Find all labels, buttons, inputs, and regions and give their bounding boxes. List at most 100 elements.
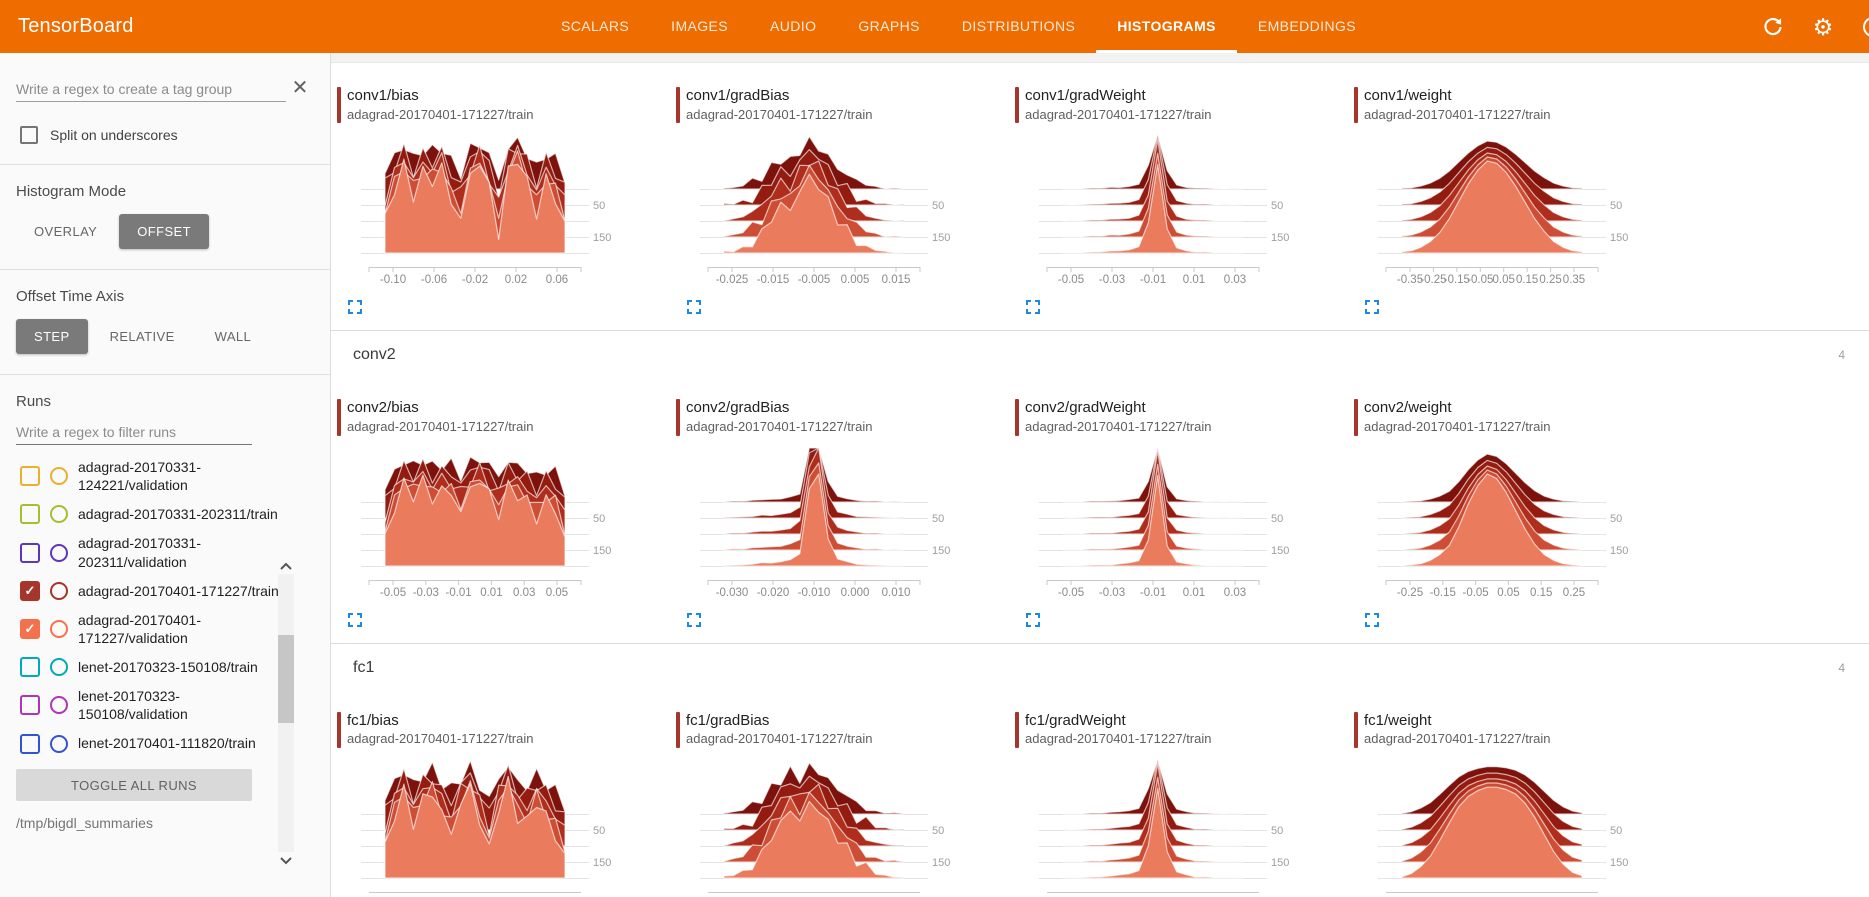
run-checkbox-checked-icon[interactable]: ✓ [20, 580, 40, 601]
run-item[interactable]: adagrad-20170331-202311/train [20, 499, 330, 529]
card-tag-name: conv2/gradBias [686, 399, 790, 417]
option-step[interactable]: STEP [16, 319, 88, 354]
expand-chart-icon[interactable] [1025, 299, 1043, 317]
x-axis-tick-label: -0.03 [413, 587, 439, 599]
histogram-card-fc1-weight: fc1/weight adagrad-20170401-171227/train 5… [1354, 711, 1693, 897]
tab-distributions[interactable]: DISTRIBUTIONS [961, 18, 1076, 34]
step-axis-label: 50 [932, 513, 944, 525]
card-tag-name: conv2/gradWeight [1025, 399, 1146, 417]
card-run-name: adagrad-20170401-171227/train [1364, 419, 1551, 435]
expand-chart-icon[interactable] [686, 299, 704, 317]
section-header[interactable]: conv2 4 [331, 330, 1869, 375]
run-checkbox-icon[interactable] [20, 466, 40, 487]
help-icon[interactable]: ? [1861, 15, 1869, 39]
run-item[interactable]: lenet-20170323-150108/train [20, 652, 330, 682]
histogram-mode-buttons: OVERLAY OFFSET [0, 204, 330, 265]
run-color-circle-icon[interactable] [50, 658, 68, 677]
run-color-circle-icon[interactable] [50, 619, 68, 638]
run-item[interactable]: ✓ adagrad-20170401-171227/train [20, 576, 330, 606]
step-axis-label: 50 [593, 513, 605, 525]
run-label: adagrad-20170401-171227/validation [78, 611, 201, 646]
cards-row: conv1/bias adagrad-20170401-171227/train 5… [331, 63, 1869, 330]
histogram-ridgeline-chart[interactable]: 50 150 -0.10 -0.06 -0.02 0.02 0.06 [337, 129, 637, 295]
card-tag-name: fc1/gradBias [686, 711, 770, 729]
histogram-ridgeline-chart[interactable]: 50 150 [1015, 754, 1315, 897]
x-axis-tick-label: -0.02 [462, 274, 488, 286]
option-overlay[interactable]: OVERLAY [16, 214, 115, 249]
tag-group-regex-input[interactable] [16, 77, 286, 102]
scrollbar-track[interactable] [278, 574, 294, 852]
run-checkbox-icon[interactable] [20, 504, 40, 525]
histogram-ridgeline-chart[interactable]: 50 150 -0.025 -0.015 -0.005 0.005 0.015 [676, 129, 976, 295]
card-run-name: adagrad-20170401-171227/train [1025, 731, 1212, 747]
scroll-down-icon[interactable] [276, 852, 296, 868]
settings-gear-icon[interactable]: ⚙ [1812, 13, 1834, 40]
tab-embeddings[interactable]: EMBEDDINGS [1257, 18, 1356, 34]
run-color-circle-icon[interactable] [50, 467, 68, 486]
tab-graphs[interactable]: GRAPHS [858, 18, 920, 34]
run-checkbox-icon[interactable] [20, 542, 40, 563]
x-axis-tick-label: -0.35 [1397, 274, 1423, 286]
card-header: fc1/gradBias adagrad-20170401-171227/trai… [676, 711, 1015, 748]
x-axis-tick-label: -0.025 [716, 274, 749, 286]
run-item[interactable]: lenet-20170323-150108/validation [20, 682, 330, 728]
histogram-ridgeline-chart[interactable]: 50 150 -0.25 -0.15 -0.05 0.05 0.15 0.25 [1354, 442, 1654, 608]
close-icon[interactable]: ✕ [291, 77, 309, 99]
sidebar: ✕ Split on underscores Histogram Mode OV… [0, 53, 331, 897]
x-axis-tick-label: -0.010 [798, 587, 831, 599]
split-on-underscores-toggle[interactable]: Split on underscores [0, 108, 330, 160]
histogram-ridgeline-chart[interactable]: 50 150 -0.05 -0.03 -0.01 0.01 0.03 [1015, 129, 1315, 295]
scroll-up-icon[interactable] [276, 558, 296, 574]
x-axis-tick-label: 0.02 [505, 274, 527, 286]
runs-regex-input[interactable] [16, 420, 252, 445]
histogram-ridgeline-chart[interactable]: 50 150 -0.05 -0.03 -0.01 0.01 0.03 0.05 [337, 442, 637, 608]
tab-histograms[interactable]: HISTOGRAMS [1096, 0, 1237, 53]
run-item[interactable]: adagrad-20170331-124221/validation [20, 453, 330, 499]
run-checkbox-icon[interactable] [20, 657, 40, 678]
run-color-circle-icon[interactable] [50, 734, 68, 753]
run-color-circle-icon[interactable] [50, 696, 68, 715]
run-checkbox-icon[interactable] [20, 733, 40, 754]
tab-scalars[interactable]: SCALARS [561, 18, 630, 34]
histogram-ridgeline-chart[interactable]: 50 150 [1354, 754, 1654, 897]
cards-row: fc1/bias adagrad-20170401-171227/train 50 1… [331, 688, 1869, 897]
histogram-ridgeline-chart[interactable]: 50 150 [676, 754, 976, 897]
expand-chart-icon[interactable] [1364, 299, 1382, 317]
histogram-ridgeline-chart[interactable]: 50 150 -0.030 -0.020 -0.010 0.000 0.010 [676, 442, 976, 608]
run-label: adagrad-20170401-171227/train [78, 582, 279, 599]
refresh-icon[interactable] [1761, 15, 1785, 39]
histogram-ridgeline-chart[interactable]: 50 150 -0.35-0.25-0.15-0.05 0.05 0.15 0.25 0.3… [1354, 129, 1654, 295]
run-color-circle-icon[interactable] [50, 543, 68, 562]
card-header: fc1/gradWeight adagrad-20170401-171227/tr… [1015, 711, 1354, 748]
histogram-ridgeline-chart[interactable]: 50 150 [337, 754, 637, 897]
run-item[interactable]: adagrad-20170331-202311/validation [20, 529, 330, 575]
option-wall[interactable]: WALL [197, 319, 270, 354]
run-checkbox-checked-icon[interactable]: ✓ [20, 618, 40, 639]
run-color-circle-icon[interactable] [50, 581, 68, 600]
expand-chart-icon[interactable] [347, 612, 365, 630]
run-item[interactable]: lenet-20170401-111820/train [20, 729, 330, 759]
divider [0, 374, 330, 375]
scrollbar-thumb[interactable] [278, 635, 294, 724]
histogram-card-conv2-bias: conv2/bias adagrad-20170401-171227/train 5… [337, 399, 676, 632]
tab-audio[interactable]: AUDIO [770, 18, 817, 34]
expand-chart-icon[interactable] [347, 299, 365, 317]
histogram-ridgeline-chart[interactable]: 50 150 -0.05 -0.03 -0.01 0.01 0.03 [1015, 442, 1315, 608]
run-checkbox-icon[interactable] [20, 695, 40, 716]
run-item[interactable]: ✓ adagrad-20170401-171227/validation [20, 606, 330, 652]
option-relative[interactable]: RELATIVE [92, 319, 193, 354]
expand-chart-icon[interactable] [686, 612, 704, 630]
x-axis-tick-label: -0.05 [1058, 587, 1084, 599]
option-offset[interactable]: OFFSET [119, 214, 209, 249]
x-axis-tick-label: 0.35 [1563, 274, 1585, 286]
expand-chart-icon[interactable] [1025, 612, 1043, 630]
section-header[interactable]: fc1 4 [331, 642, 1869, 688]
card-tag-name: conv1/gradBias [686, 87, 790, 104]
toggle-all-runs-button[interactable]: TOGGLE ALL RUNS [16, 769, 252, 801]
run-color-circle-icon[interactable] [50, 505, 68, 524]
histogram-card-fc1-bias: fc1/bias adagrad-20170401-171227/train 50 1… [337, 711, 676, 897]
x-axis-tick-label: -0.05 [1058, 274, 1084, 286]
tab-images[interactable]: IMAGES [671, 18, 729, 34]
expand-chart-icon[interactable] [1364, 612, 1382, 630]
step-axis-label: 150 [593, 857, 611, 869]
